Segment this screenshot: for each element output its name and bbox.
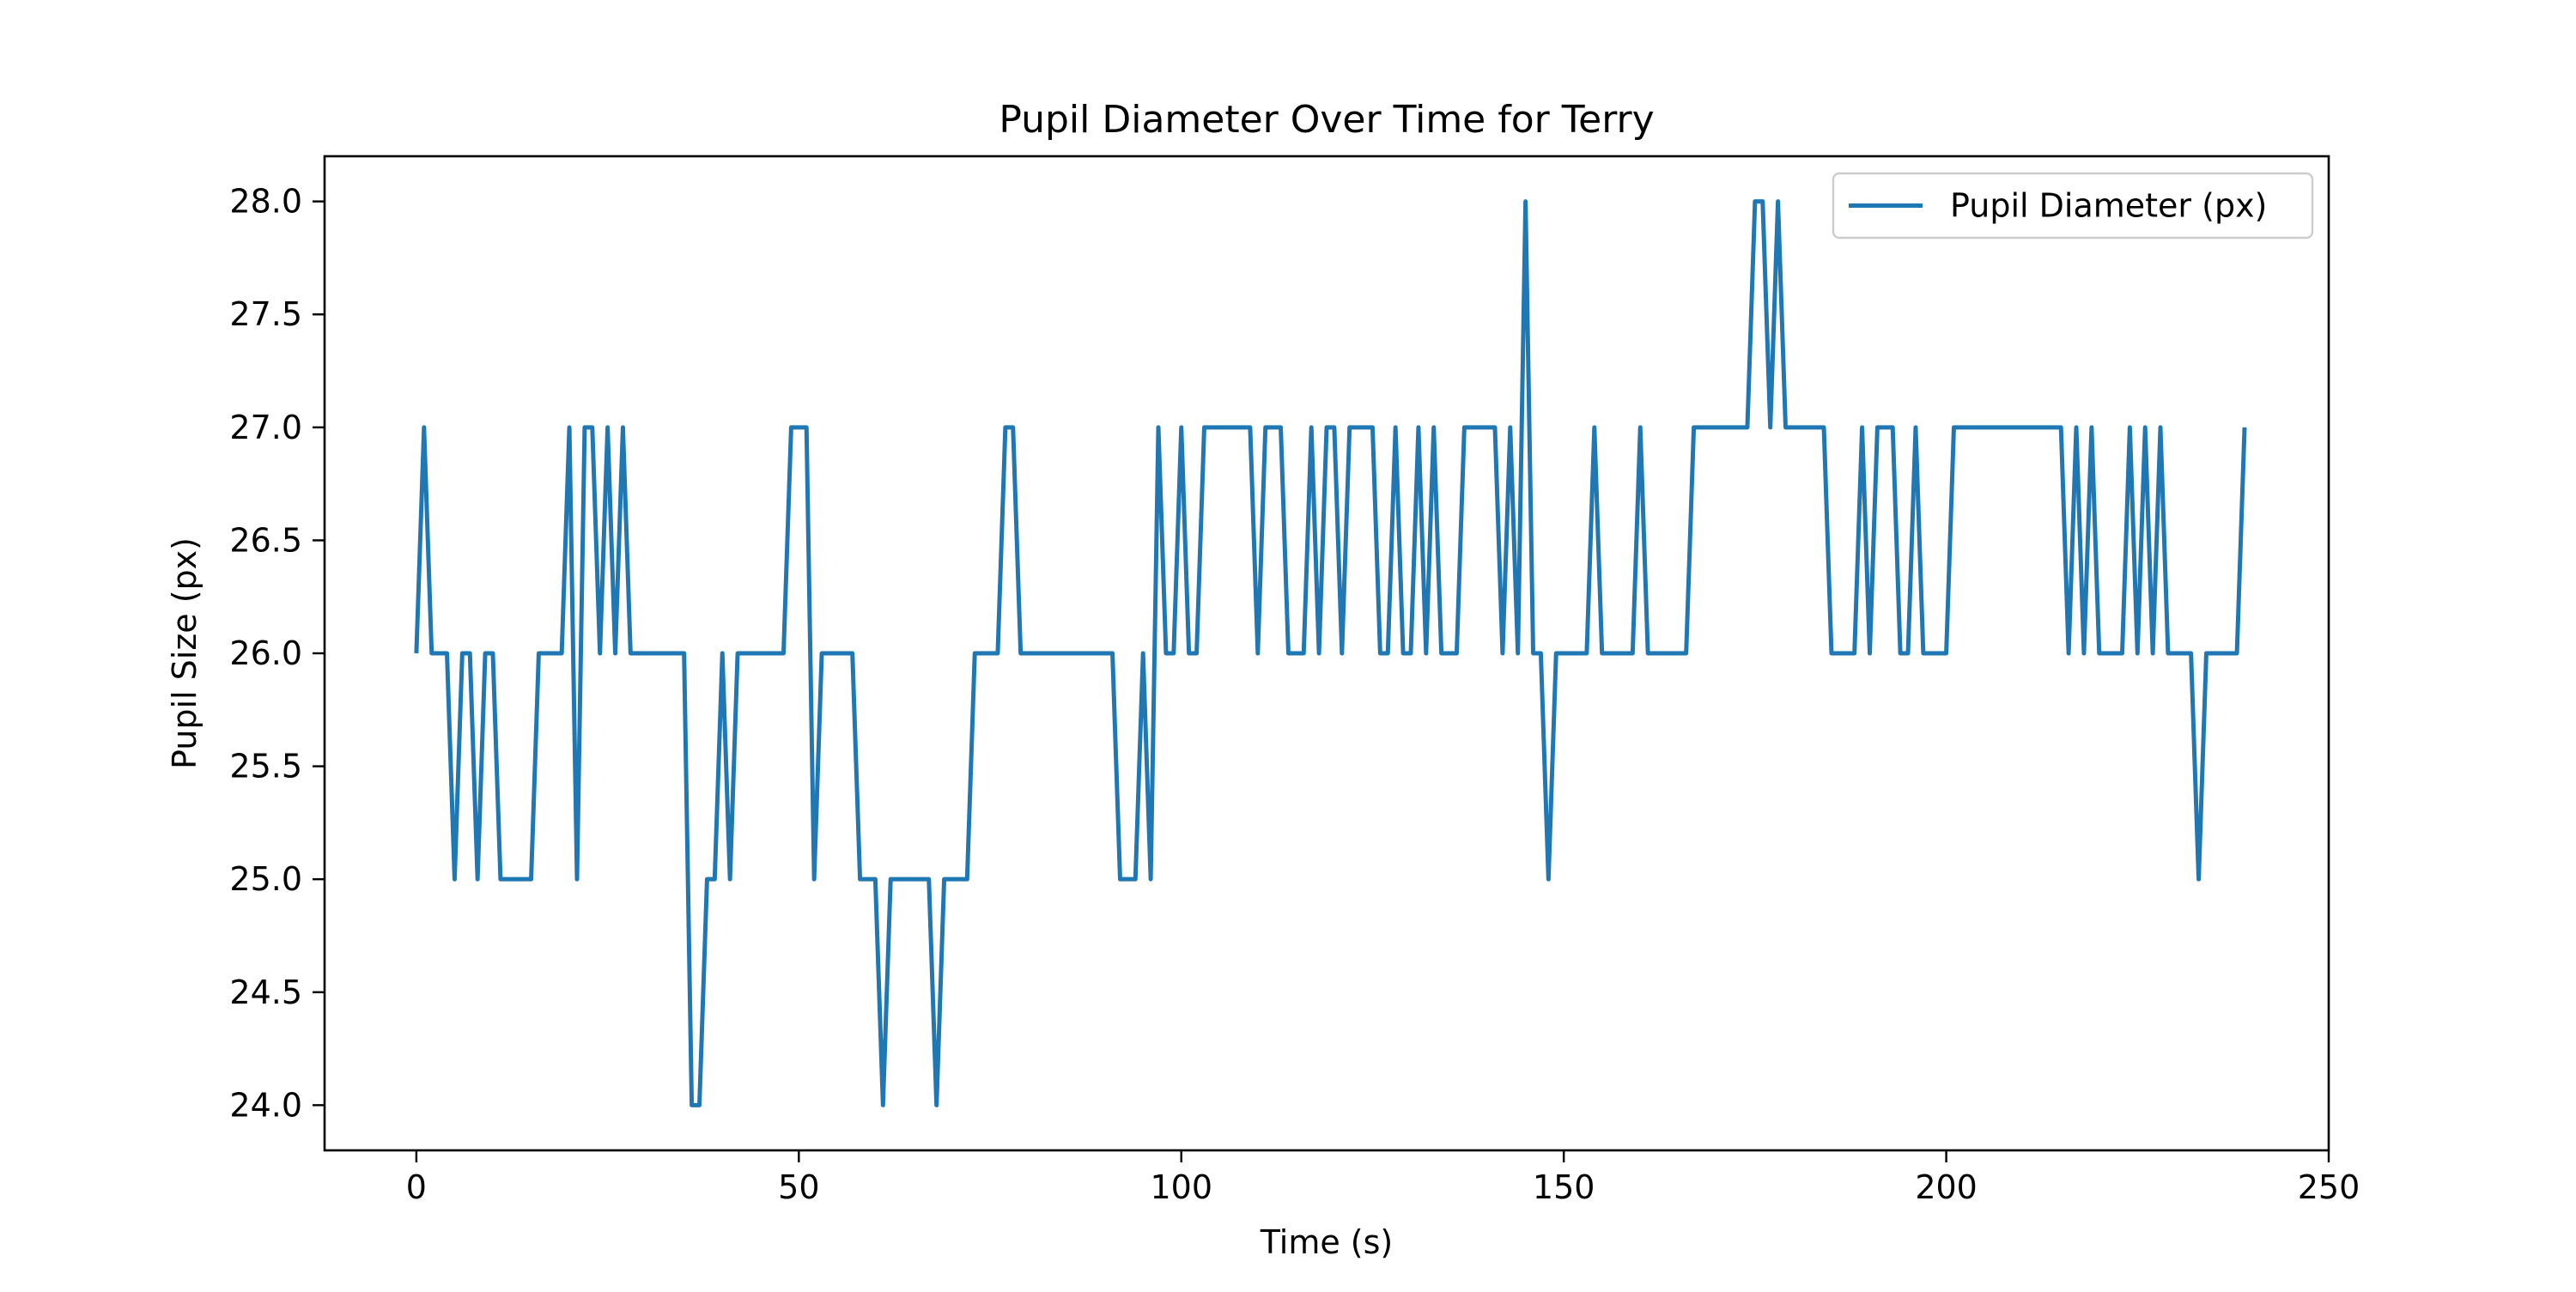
x-tick-label: 250	[2298, 1168, 2360, 1206]
x-tick-label: 150	[1533, 1168, 1595, 1206]
legend-label: Pupil Diameter (px)	[1950, 187, 2267, 225]
y-tick-label: 27.0	[229, 409, 302, 446]
x-tick-label: 100	[1150, 1168, 1212, 1206]
y-tick-label: 25.0	[229, 860, 302, 898]
x-tick-label: 200	[1915, 1168, 1978, 1206]
y-tick-label: 27.5	[229, 295, 302, 333]
y-axis-ticks: 24.0 24.5 25.0 25.5 26.0 26.5 27.0 27.5 28.0	[229, 183, 325, 1124]
x-axis-label: Time (s)	[1260, 1223, 1394, 1261]
y-tick-label: 26.0	[229, 634, 302, 672]
x-axis-ticks: 0 50 100 150 200 250	[406, 1150, 2360, 1206]
y-tick-label: 25.5	[229, 748, 302, 786]
y-tick-label: 26.5	[229, 521, 302, 559]
y-tick-label: 24.0	[229, 1086, 302, 1124]
chart-title: Pupil Diameter Over Time for Terry	[999, 98, 1654, 142]
y-tick-label: 28.0	[229, 183, 302, 221]
legend-box	[1832, 172, 2314, 240]
y-axis-label: Pupil Size (px)	[166, 537, 204, 769]
y-tick-label: 24.5	[229, 974, 302, 1011]
x-tick-label: 0	[406, 1168, 427, 1206]
legend: Pupil Diameter (px)	[1832, 172, 2314, 240]
series-line-0	[414, 199, 2247, 1107]
plot-area	[414, 199, 2247, 1107]
x-tick-label: 50	[778, 1168, 819, 1206]
